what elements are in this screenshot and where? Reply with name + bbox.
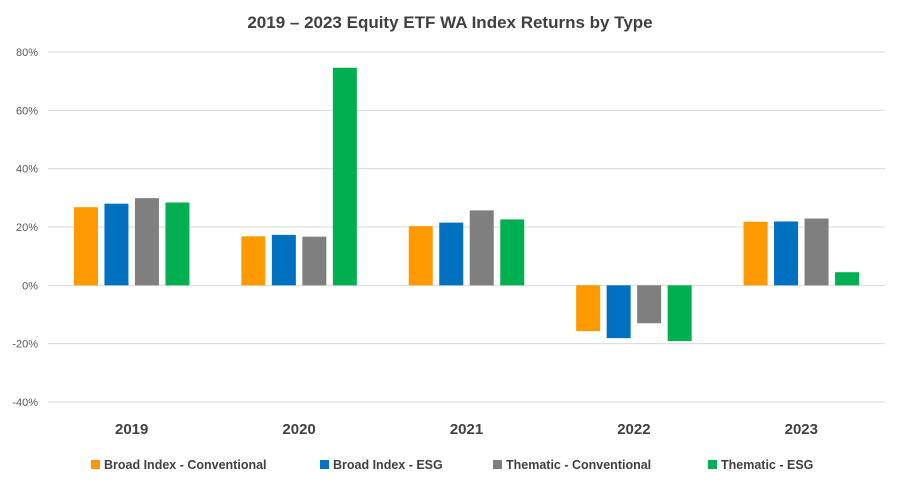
bar-2020-thematic-conventional [302,236,327,286]
legend-swatch [708,460,717,469]
bar-2021-thematic-conventional [469,210,494,286]
bar-2019-thematic-esg [165,202,190,286]
x-category-label: 2023 [785,421,818,438]
legend-swatch [91,460,100,469]
y-tick-label: 0% [22,280,38,292]
x-category-label: 2021 [450,421,483,438]
bar-2021-broad-index-conventional [408,226,433,286]
bar-2019-broad-index-esg [104,203,129,286]
legend-label: Thematic - Conventional [506,458,651,472]
legend: Broad Index - Conventional Broad Index - … [91,458,813,472]
bar-2023-thematic-conventional [804,218,829,286]
bar-2020-thematic-esg [332,67,357,286]
x-axis-categories: 2019 2020 2021 2022 2023 [115,421,818,438]
y-axis-ticks: 80% 60% 40% 20% 0% -20% -40% [12,47,38,409]
y-tick-label: 80% [16,47,38,59]
legend-swatch [320,460,329,469]
x-category-label: 2019 [115,421,148,438]
bar-2023-broad-index-conventional [743,221,768,286]
x-category-label: 2020 [282,421,315,438]
legend-label: Broad Index - Conventional [104,458,267,472]
bar-2019-broad-index-conventional [73,207,98,286]
bar-2019-thematic-conventional [134,198,159,286]
y-tick-label: -40% [12,397,38,409]
bar-2023-broad-index-esg [774,221,799,286]
chart-title: 2019 – 2023 Equity ETF WA Index Returns … [247,13,652,32]
y-tick-label: 40% [16,164,38,176]
y-tick-label: 20% [16,222,38,234]
y-tick-label: -20% [12,339,38,351]
bar-2022-broad-index-esg [606,285,631,339]
legend-label: Thematic - ESG [721,458,813,472]
bar-2022-broad-index-conventional [576,285,601,332]
legend-label: Broad Index - ESG [333,458,443,472]
bar-2020-broad-index-conventional [241,236,266,286]
bar-2020-broad-index-esg [271,234,296,286]
bar-2023-thematic-esg [835,272,860,286]
bars [73,67,860,342]
bar-2021-broad-index-esg [439,222,464,286]
y-tick-label: 60% [16,105,38,117]
legend-swatch [493,460,502,469]
bar-2022-thematic-conventional [637,285,662,324]
x-category-label: 2022 [617,421,650,438]
bar-2022-thematic-esg [667,285,692,342]
bar-2021-thematic-esg [500,219,525,286]
